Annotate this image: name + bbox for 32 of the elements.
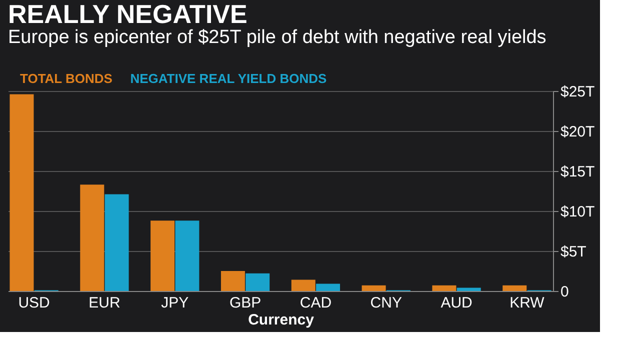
x-tick-label: KRW: [510, 294, 546, 312]
y-tick-label: $10T: [560, 204, 595, 220]
chart-subtitle: Europe is epicenter of $25T pile of debt with negative real yields: [8, 27, 546, 48]
series-label: TOTAL BONDS: [20, 71, 113, 86]
y-tick-label: 0: [560, 284, 569, 300]
bar: [291, 280, 316, 291]
bar: [175, 220, 200, 291]
y-tick-label: $15T: [560, 164, 595, 180]
x-tick-label: AUD: [440, 294, 473, 312]
x-tick-label: USD: [18, 294, 50, 312]
bar: [316, 284, 340, 291]
x-tick-label: GBP: [229, 294, 262, 312]
y-tick-label: $20T: [560, 124, 595, 140]
x-tick-label: CAD: [300, 294, 332, 312]
bar: [432, 285, 456, 291]
chart-title: REALLY NEGATIVE: [8, 0, 248, 29]
y-tick-label: $5T: [560, 244, 586, 260]
bar: [456, 288, 481, 291]
bar: [80, 184, 104, 291]
x-tick-label: EUR: [88, 294, 120, 312]
x-tick-label: CNY: [370, 294, 402, 312]
bar: [150, 220, 175, 291]
text: NEGATIVE REAL YIELD BONDS: [130, 71, 327, 86]
bar: [362, 285, 386, 291]
bar: [502, 285, 527, 291]
x-axis-title: Currency: [248, 312, 315, 328]
y-tick-label: $25T: [560, 84, 595, 100]
bar: [220, 271, 245, 291]
bar: [104, 194, 129, 291]
bar: [10, 94, 34, 291]
x-tick-label: JPY: [161, 294, 189, 312]
bar: [246, 273, 270, 291]
